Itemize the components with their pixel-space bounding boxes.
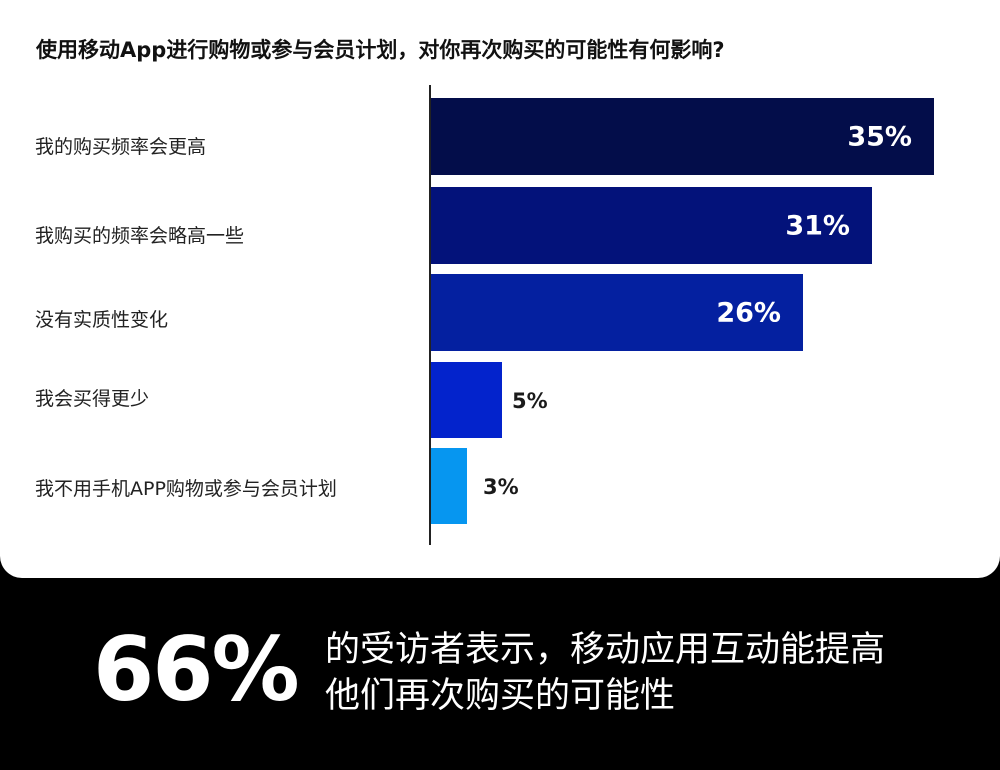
bar-no-app [431, 448, 467, 524]
row-label: 我不用手机APP购物或参与会员计划 [35, 478, 337, 500]
bar-value: 35% [847, 121, 912, 152]
callout-line-2: 他们再次购买的可能性 [325, 676, 676, 716]
bar-no-change: 26% [431, 274, 803, 351]
row-label: 我的购买频率会更高 [35, 136, 207, 158]
bar-buy-less [431, 362, 502, 438]
bar-slightly-more: 31% [431, 187, 872, 264]
row-label: 没有实质性变化 [35, 309, 169, 331]
bar-value: 31% [785, 210, 850, 241]
y-axis-line [429, 85, 431, 545]
chart-title: 使用移动App进行购物或参与会员计划，对你再次购买的可能性有何影响? [36, 38, 725, 62]
bar-more-frequent: 35% [431, 98, 934, 175]
row-label: 我会买得更少 [35, 388, 150, 410]
callout-stat: 66% [93, 618, 300, 721]
bar-value: 5% [512, 389, 548, 413]
row-label: 我购买的频率会略高一些 [35, 225, 245, 247]
bar-value: 26% [716, 297, 781, 328]
callout-text: 的受访者表示，移动应用互动能提高 他们再次购买的可能性 [325, 627, 885, 719]
chart-card: 使用移动App进行购物或参与会员计划，对你再次购买的可能性有何影响? 我的购买频… [0, 0, 1000, 578]
callout-line-1: 的受访者表示，移动应用互动能提高 [325, 630, 886, 670]
bar-value: 3% [483, 475, 519, 499]
